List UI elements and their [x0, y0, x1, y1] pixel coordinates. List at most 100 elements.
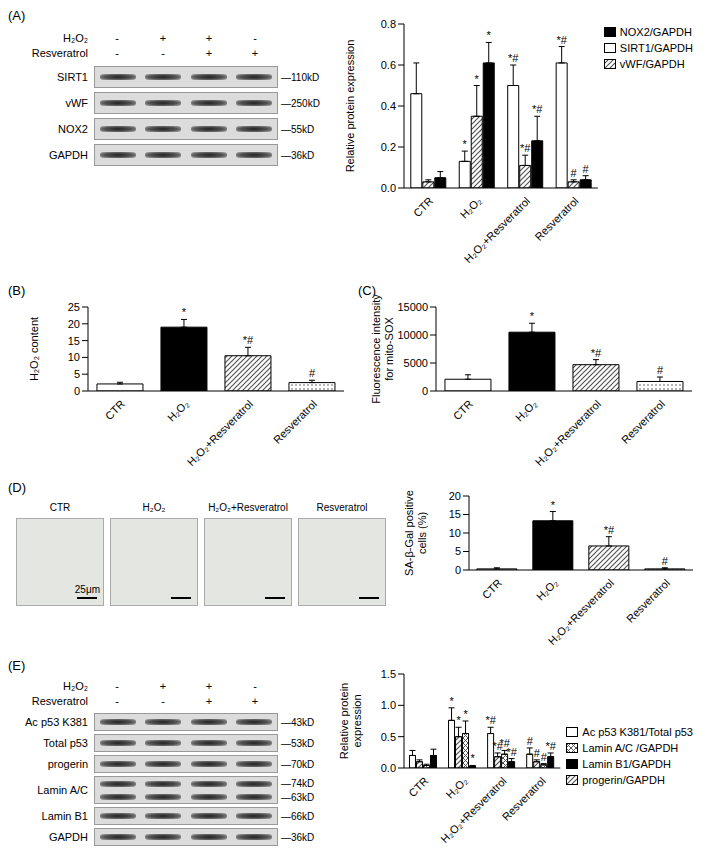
svg-text:Resveratrol: Resveratrol [271, 398, 319, 446]
svg-text:10: 10 [449, 527, 461, 539]
svg-text:0: 0 [422, 385, 428, 397]
html-text:GAPDH: GAPDH [48, 149, 88, 161]
svg-text:#: # [571, 167, 578, 179]
html-text:(C): (C) [358, 283, 376, 298]
svg-text:Fluorescence intensityfor mito: Fluorescence intensityfor mito-SOX [370, 294, 395, 404]
svg-text:*: * [463, 708, 468, 720]
svg-text:Resveratrol: Resveratrol [624, 577, 672, 625]
html-text:(D): (D) [8, 480, 26, 495]
svg-text:0.4: 0.4 [381, 100, 396, 112]
svg-text:*: * [530, 310, 535, 322]
svg-text:0.0: 0.0 [381, 182, 396, 194]
html-text:Lamin B1/GAPDH: Lamin B1/GAPDH [582, 757, 671, 770]
svg-text:*: * [449, 695, 454, 707]
svg-text:*: * [470, 752, 475, 764]
html-text:—250kD: —250kD [281, 97, 320, 109]
html-text:vWF/GAPDH: vWF/GAPDH [619, 58, 685, 70]
svg-text:0.5: 0.5 [381, 731, 396, 743]
html-text:NOX2/GAPDH: NOX2/GAPDH [619, 26, 692, 38]
svg-text:H₂O₂+Resveratrol: H₂O₂+Resveratrol [185, 398, 256, 469]
html-text:—36kD: —36kD [281, 149, 315, 161]
svg-text:H₂O₂: H₂O₂ [513, 398, 539, 424]
html-text:—55kD: —55kD [281, 123, 315, 135]
svg-text:*#: *# [508, 52, 519, 64]
svg-text:15: 15 [68, 335, 80, 347]
svg-text:H₂O₂+Resveratrol: H₂O₂+Resveratrol [546, 577, 617, 648]
svg-text:#: # [583, 163, 590, 175]
html-text:H₂O₂: H₂O₂ [63, 32, 88, 44]
svg-text:*: * [551, 499, 556, 511]
svg-text:0.0: 0.0 [381, 762, 396, 774]
svg-text:*: * [475, 73, 480, 85]
svg-text:H₂O₂: H₂O₂ [165, 398, 191, 424]
svg-text:H₂O₂+Resveratrol: H₂O₂+Resveratrol [438, 775, 509, 846]
svg-text:*#: *# [556, 34, 567, 46]
svg-text:H₂O₂+Resveratrol: H₂O₂+Resveratrol [533, 398, 604, 469]
svg-text:*#: *# [243, 334, 254, 346]
svg-text:*#: *# [532, 103, 543, 115]
svg-text:0: 0 [455, 564, 461, 576]
svg-text:H₂O₂: H₂O₂ [443, 775, 469, 801]
svg-text:SA-β-Gal positivecells (%): SA-β-Gal positivecells (%) [403, 490, 428, 576]
svg-text:*: * [487, 29, 492, 41]
svg-text:#: # [534, 747, 541, 759]
html-text:H₂O₂: H₂O₂ [63, 680, 88, 692]
html-text:SIRT1: SIRT1 [57, 71, 88, 83]
svg-text:*#: *# [485, 714, 496, 726]
html-text:Resveratrol: Resveratrol [31, 47, 88, 59]
svg-text:#: # [662, 555, 669, 567]
svg-text:*#: *# [520, 142, 531, 154]
html-text:SIRT1/GAPDH: SIRT1/GAPDH [619, 42, 693, 54]
svg-text:Resveratrol: Resveratrol [532, 195, 580, 243]
svg-text:*#: *# [591, 347, 602, 359]
svg-text:1.0: 1.0 [381, 699, 396, 711]
svg-text:*#: *# [604, 524, 615, 536]
svg-text:15000: 15000 [397, 301, 428, 313]
svg-text:0: 0 [74, 385, 80, 397]
svg-text:*: * [182, 306, 187, 318]
svg-text:CTR: CTR [480, 577, 505, 602]
html-text:Ac p53 K381/Total p53: Ac p53 K381/Total p53 [582, 725, 693, 738]
html-text:—110kD: —110kD [281, 71, 320, 83]
html-text:(B): (B) [8, 283, 26, 298]
svg-text:25: 25 [68, 301, 80, 313]
svg-text:0.6: 0.6 [381, 59, 396, 71]
html-text:NOX2: NOX2 [58, 123, 88, 135]
svg-text:H₂O₂: H₂O₂ [534, 577, 560, 603]
svg-text:5: 5 [74, 368, 80, 380]
svg-text:Relative protein expression: Relative protein expression [344, 40, 356, 173]
html-text:(E): (E) [8, 658, 26, 673]
svg-text:*#: *# [506, 746, 517, 758]
svg-text:Resveratrol: Resveratrol [619, 398, 667, 446]
svg-text:0.8: 0.8 [381, 18, 396, 30]
svg-text:5000: 5000 [404, 357, 428, 369]
svg-text:#: # [527, 735, 534, 747]
svg-text:1.5: 1.5 [381, 668, 396, 680]
svg-text:H₂O₂ content: H₂O₂ content [28, 317, 40, 381]
svg-text:10: 10 [68, 351, 80, 363]
svg-text:20: 20 [68, 318, 80, 330]
svg-text:*#: *# [545, 740, 556, 752]
svg-text:CTR: CTR [103, 398, 128, 423]
svg-text:0.2: 0.2 [381, 141, 396, 153]
svg-text:#: # [309, 367, 316, 379]
svg-text:H₂O₂: H₂O₂ [458, 195, 484, 221]
svg-text:20: 20 [449, 490, 461, 502]
html-text:progerin/GAPDH: progerin/GAPDH [582, 773, 665, 786]
svg-text:H₂O₂+Resveratrol: H₂O₂+Resveratrol [462, 195, 533, 266]
html-text:vWF: vWF [65, 97, 88, 109]
svg-text:Relative proteinexpression: Relative proteinexpression [338, 683, 363, 759]
svg-text:*: * [456, 714, 461, 726]
svg-text:15: 15 [449, 508, 461, 520]
svg-text:5: 5 [455, 545, 461, 557]
html-text:Lamin A/C /GAPDH: Lamin A/C /GAPDH [582, 741, 679, 754]
svg-text:#: # [541, 751, 548, 763]
svg-text:CTR: CTR [406, 775, 431, 800]
svg-text:CTR: CTR [451, 398, 476, 423]
svg-text:#: # [657, 364, 664, 376]
svg-text:Resveratrol: Resveratrol [500, 775, 548, 823]
html-text:(A): (A) [8, 8, 26, 23]
svg-text:10000: 10000 [397, 329, 428, 341]
svg-text:CTR: CTR [411, 195, 436, 220]
svg-text:*: * [463, 138, 468, 150]
